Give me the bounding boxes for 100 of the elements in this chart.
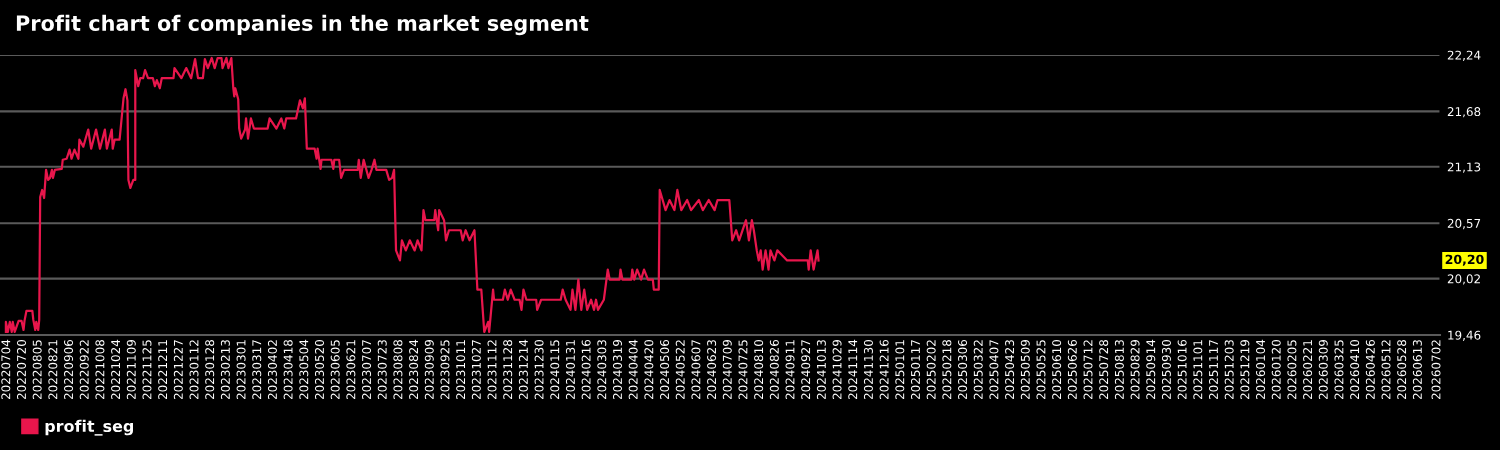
x-tick-label: 20240303: [597, 340, 607, 400]
x-tick-label: 20230112: [189, 340, 199, 400]
x-tick-label: 20220821: [48, 340, 58, 400]
x-tick-label: 20260325: [1334, 340, 1344, 400]
x-tick-label: 20220906: [64, 339, 74, 400]
x-tick-label: 20231230: [534, 339, 544, 400]
line-series: [4, 56, 820, 334]
x-tick-label: 20260410: [1350, 339, 1360, 400]
x-tick-label: 20230605: [330, 340, 340, 400]
x-tick-label: 20251203: [1224, 340, 1234, 400]
x-tick-label: 20230402: [267, 340, 277, 400]
x-tick-label: 20240709: [722, 340, 732, 400]
x-tick-label: 20260104: [1256, 339, 1266, 400]
x-tick-label: 20240927: [801, 340, 811, 400]
x-tick-label: 20260512: [1381, 340, 1391, 400]
y-tick-label: 22,24: [1447, 50, 1481, 61]
x-tick-label: 20231027: [471, 340, 481, 400]
x-tick-label: 20240115: [550, 340, 560, 400]
x-tick-label: 20260702: [1431, 340, 1441, 400]
x-tick-label: 20230213: [220, 340, 230, 400]
x-tick-label: 20250525: [1036, 340, 1046, 400]
x-tick-label: 20231214: [518, 339, 528, 400]
x-tick-label: 20250829: [1130, 340, 1140, 400]
x-tick-label: 20250306: [958, 339, 968, 400]
x-tick-label: 20250407: [989, 340, 999, 400]
x-tick-label: 20240506: [660, 339, 670, 400]
chart-title: Profit chart of companies in the market segment: [16, 14, 589, 36]
x-tick-label: 20221227: [173, 340, 183, 400]
y-tick-label: 21,68: [1447, 107, 1481, 118]
x-tick-label: 20241130: [863, 339, 873, 400]
x-tick-label: 20240623: [707, 340, 717, 400]
x-tick-label: 20250218: [942, 339, 952, 400]
y-tick-label: 21,13: [1447, 162, 1481, 173]
x-tick-label: 20260613: [1412, 340, 1422, 400]
legend-label: profit_seg: [45, 419, 133, 436]
x-tick-label: 20220922: [79, 340, 89, 400]
x-tick-label: 20260426: [1365, 339, 1375, 400]
x-tick-label: 20230723: [377, 340, 387, 400]
x-tick-label: 20240911: [785, 340, 795, 400]
x-tick-label: 20240810: [754, 339, 764, 400]
x-tick-label: 20251219: [1240, 340, 1250, 400]
x-tick-label: 20220704: [1, 339, 11, 400]
x-tick-label: 20241216: [879, 339, 889, 400]
x-tick-label: 20230824: [409, 339, 419, 400]
x-tick-label: 20240607: [691, 340, 701, 400]
x-tick-label: 20221109: [126, 340, 136, 400]
x-tick-label: 20250202: [926, 340, 936, 400]
x-tick-label: 20230808: [393, 339, 403, 400]
x-tick-label: 20251101: [1193, 340, 1203, 400]
x-tick-label: 20230504: [299, 339, 309, 400]
x-tick-label: 20251117: [1208, 340, 1219, 400]
x-tick-label: 20241114: [848, 339, 858, 400]
x-tick-label: 20221125: [142, 340, 152, 400]
x-tick-label: 20230418: [283, 339, 293, 400]
x-tick-label: 20240404: [628, 339, 638, 400]
x-tick-label: 20260309: [1318, 340, 1328, 400]
x-tick-label: 20230925: [440, 340, 450, 400]
x-tick-label: 20221024: [111, 339, 121, 400]
x-tick-label: 20220720: [16, 339, 27, 400]
x-tick-label: 20250117: [910, 340, 921, 400]
x-tick-label: 20240522: [675, 340, 685, 400]
x-tick-label: 20250930: [1161, 339, 1171, 400]
x-tick-label: 20250423: [1005, 340, 1015, 400]
x-tick-label: 20260221: [1303, 340, 1313, 400]
x-tick-label: 20230301: [236, 340, 246, 400]
x-tick-label: 20250813: [1114, 340, 1124, 400]
x-tick-label: 20231128: [503, 339, 513, 400]
x-tick-label: 20230128: [205, 339, 215, 400]
x-tick-label: 20250728: [1099, 339, 1109, 400]
x-tick-label: 20250914: [1146, 339, 1156, 400]
x-tick-label: 20251016: [1177, 339, 1187, 400]
x-tick-label: 20240319: [612, 340, 623, 400]
text: 20,20: [1445, 254, 1484, 266]
x-tick-label: 20241029: [832, 340, 842, 400]
y-tick-label: 20,02: [1447, 274, 1480, 285]
x-tick-label: 20230520: [314, 339, 325, 400]
x-tick-label: 20231112: [487, 340, 497, 400]
x-tick-label: 20240725: [738, 340, 748, 400]
x-tick-label: 20240420: [644, 339, 654, 400]
x-tick-label: 20241013: [816, 340, 826, 400]
x-tick-label: 20240131: [565, 340, 575, 400]
x-tick-label: 20230317: [252, 340, 262, 400]
x-tick-label: 20240216: [581, 339, 591, 400]
x-tick-label: 20250101: [895, 340, 905, 400]
x-tick-label: 20250322: [973, 340, 983, 400]
x-tick-label: 20250610: [1052, 339, 1062, 400]
x-tick-label: 20220805: [32, 340, 42, 400]
y-tick-label: 19,46: [1448, 330, 1481, 341]
x-tick-label: 20230909: [424, 340, 434, 400]
x-tick-label: 20260528: [1397, 339, 1407, 400]
x-tick-label: 20250509: [1020, 340, 1030, 400]
x-tick-label: 20221008: [95, 339, 105, 400]
x-tick-label: 20250712: [1083, 340, 1093, 400]
y-tick-label: 20,57: [1447, 218, 1481, 230]
x-tick-label: 20260205: [1287, 340, 1297, 400]
x-tick-label: 20250626: [1067, 339, 1077, 400]
x-tick-label: 20240826: [769, 339, 779, 400]
x-tick-label: 20231011: [456, 340, 466, 400]
x-tick-label: 20260120: [1271, 339, 1281, 400]
x-tick-label: 20230621: [346, 340, 356, 400]
